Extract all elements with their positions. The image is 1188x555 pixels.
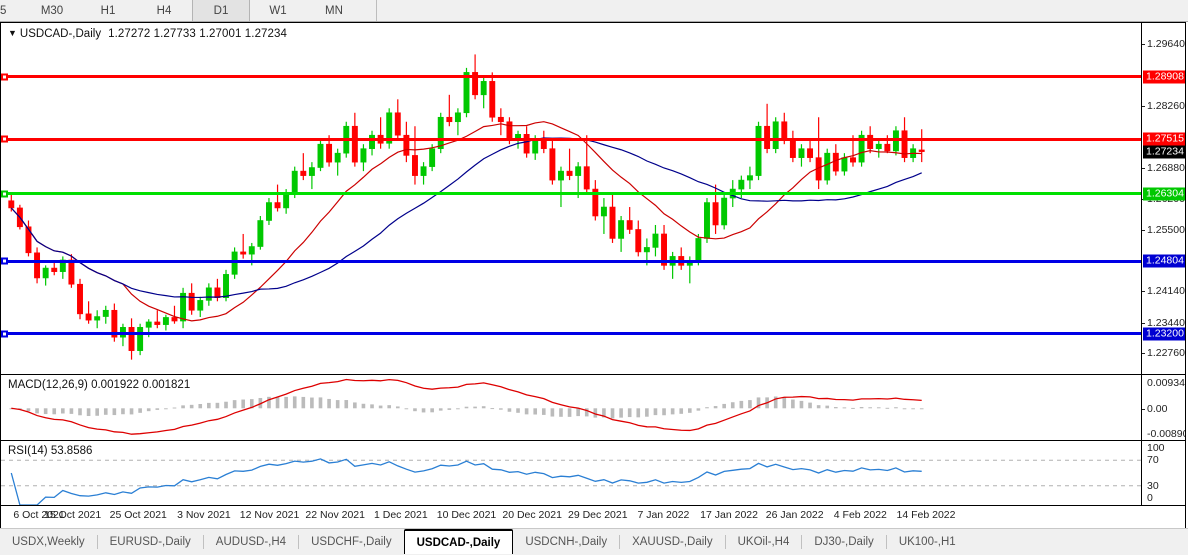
current-price-label: 1.27234 bbox=[1143, 145, 1185, 159]
date-tick: 22 Nov 2021 bbox=[305, 509, 365, 521]
chart-tab-usdcad-daily[interactable]: USDCAD-,Daily bbox=[403, 529, 514, 554]
timeframe-button-h4[interactable]: H4 bbox=[156, 4, 172, 17]
date-tick: 15 Oct 2021 bbox=[44, 509, 102, 521]
chart-tab-ukoil-h4[interactable]: UKOil-,H4 bbox=[737, 536, 790, 548]
price-tick: 1.23440 bbox=[1142, 317, 1185, 329]
toolbar-separator bbox=[376, 0, 377, 21]
tab-separator bbox=[885, 535, 887, 549]
chart-frame: ▼ USDCAD-,Daily 1.27272 1.27733 1.27001 1.… bbox=[0, 22, 1186, 506]
timeframe-button-d1[interactable]: D1 bbox=[192, 0, 250, 21]
chart-tab-uk100-h1[interactable]: UK100-,H1 bbox=[898, 536, 956, 548]
price-level-label-support-green[interactable]: 1.26304 bbox=[1143, 187, 1185, 201]
level-line-support-blue-lower[interactable] bbox=[1, 332, 1141, 336]
date-tick: 4 Feb 2022 bbox=[833, 509, 887, 521]
price-tick: 1.24140 bbox=[1142, 285, 1185, 297]
chart-tab-eurusd-daily[interactable]: EURUSD-,Daily bbox=[109, 536, 191, 548]
tab-separator bbox=[724, 535, 726, 549]
level-line-support-blue-upper[interactable] bbox=[1, 259, 1141, 263]
rsi-svg bbox=[1, 458, 1141, 505]
rsi-tick: 30 bbox=[1147, 479, 1159, 492]
price-tick: 1.22760 bbox=[1142, 347, 1185, 359]
chart-tab-audusd-h4[interactable]: AUDUSD-,H4 bbox=[215, 536, 287, 548]
date-tick: 6 Oct 2021 bbox=[13, 509, 65, 521]
price-plot-area[interactable] bbox=[1, 23, 1141, 374]
tab-separator bbox=[619, 535, 621, 549]
price-tick: 1.28260 bbox=[1142, 100, 1185, 112]
date-axis[interactable]: 6 Oct 2021 15 Oct 2021 25 Oct 2021 3 Nov 20… bbox=[0, 506, 1186, 528]
level-handle-support-blue-lower[interactable] bbox=[1, 330, 8, 338]
symbol-label: USDCAD-,Daily bbox=[19, 28, 102, 40]
tab-separator bbox=[801, 535, 803, 549]
price-level-label-resistance-lower[interactable]: 1.27515 bbox=[1143, 132, 1185, 146]
date-tick: 20 Dec 2021 bbox=[502, 509, 562, 521]
rsi-tick: 0 bbox=[1147, 492, 1153, 504]
date-tick: 3 Nov 2021 bbox=[177, 509, 231, 521]
price-tick: 1.29640 bbox=[1142, 38, 1185, 50]
chart-tab-usdx-weekly[interactable]: USDX,Weekly bbox=[12, 536, 85, 548]
date-tick: 1 Dec 2021 bbox=[373, 509, 428, 521]
price-level-label-resistance-upper[interactable]: 1.28908 bbox=[1143, 70, 1185, 84]
date-tick: 10 Dec 2021 bbox=[436, 509, 497, 521]
level-line-resistance-upper[interactable] bbox=[1, 75, 1141, 79]
macd-plot-area[interactable] bbox=[1, 375, 1141, 440]
date-tick: 29 Dec 2021 bbox=[568, 509, 628, 521]
timeframe-button-5[interactable]: 5 bbox=[0, 4, 7, 17]
macd-tick: 0.00 bbox=[1142, 403, 1167, 415]
chart-tab-bar: USDX,Weekly EURUSD-,Daily AUDUSD-,H4 USDCHF… bbox=[0, 528, 1188, 555]
macd-pane[interactable]: MACD(12,26,9) 0.001922 0.001821 0.009345… bbox=[1, 375, 1185, 441]
macd-label: MACD(12,26,9) 0.001922 0.001821 bbox=[8, 379, 191, 391]
tab-separator bbox=[202, 535, 204, 549]
rsi-pane[interactable]: RSI(14) 53.8586 100 70 30 0 bbox=[1, 441, 1185, 505]
symbol-header: ▼ USDCAD-,Daily 1.27272 1.27733 1.27001 1.… bbox=[8, 28, 287, 40]
price-tick: 1.25500 bbox=[1142, 224, 1185, 236]
macd-svg bbox=[9, 378, 924, 435]
level-handle-resistance-upper[interactable] bbox=[1, 73, 8, 81]
level-handle-support-blue-upper[interactable] bbox=[1, 257, 8, 265]
date-tick: 7 Jan 2022 bbox=[637, 509, 690, 521]
level-line-support-green[interactable] bbox=[1, 192, 1141, 196]
date-tick: 14 Feb 2022 bbox=[896, 509, 956, 521]
price-tick: 1.26880 bbox=[1142, 162, 1185, 174]
chart-tab-dj30-daily[interactable]: DJ30-,Daily bbox=[814, 536, 874, 548]
level-handle-resistance-lower[interactable] bbox=[1, 135, 8, 143]
timeframe-button-mn[interactable]: MN bbox=[325, 4, 343, 17]
chart-tab-xauusd-daily[interactable]: XAUUSD-,Daily bbox=[632, 536, 713, 548]
timeframe-button-h1[interactable]: H1 bbox=[100, 4, 116, 17]
macd-tick: 0.009345 bbox=[1147, 377, 1185, 389]
timeframe-button-w1[interactable]: W1 bbox=[269, 4, 287, 17]
level-handle-support-green[interactable] bbox=[1, 190, 8, 198]
chart-tab-usdcnh-daily[interactable]: USDCNH-,Daily bbox=[525, 536, 608, 548]
ohlc-values: 1.27272 1.27733 1.27001 1.27234 bbox=[108, 28, 288, 40]
rsi-label: RSI(14) 53.8586 bbox=[8, 445, 93, 457]
timeframe-toolbar: 5 M30 H1 H4 D1 W1 MN bbox=[0, 0, 1188, 22]
price-axis[interactable]: 1.296401.282601.268801.262001.255001.241… bbox=[1141, 23, 1185, 374]
rsi-axis: 100 70 30 0 bbox=[1141, 441, 1185, 505]
rsi-tick: 100 bbox=[1147, 442, 1165, 454]
price-pane[interactable]: ▼ USDCAD-,Daily 1.27272 1.27733 1.27001 1.… bbox=[1, 23, 1185, 375]
candlestick-svg bbox=[8, 54, 925, 360]
date-tick: 26 Jan 2022 bbox=[765, 509, 824, 521]
macd-axis: 0.009345 0.00 -0.00890 bbox=[1141, 375, 1185, 440]
chart-tab-usdchf-daily[interactable]: USDCHF-,Daily bbox=[311, 536, 392, 548]
rsi-tick: 70 bbox=[1147, 454, 1159, 467]
timeframe-button-m30[interactable]: M30 bbox=[40, 4, 64, 17]
price-level-label-support-blue-lower[interactable]: 1.23200 bbox=[1143, 327, 1185, 341]
triangle-down-icon[interactable]: ▼ bbox=[8, 28, 17, 38]
date-tick: 12 Nov 2021 bbox=[239, 509, 300, 521]
macd-tick: -0.00890 bbox=[1147, 428, 1185, 440]
date-tick: 25 Oct 2021 bbox=[109, 509, 167, 521]
tab-separator bbox=[298, 535, 300, 549]
level-line-resistance-lower[interactable] bbox=[1, 137, 1141, 141]
date-tick: 17 Jan 2022 bbox=[700, 509, 758, 521]
price-level-label-support-blue-upper[interactable]: 1.24804 bbox=[1143, 254, 1185, 268]
rsi-plot-area[interactable] bbox=[1, 441, 1141, 505]
tab-separator bbox=[96, 535, 98, 549]
